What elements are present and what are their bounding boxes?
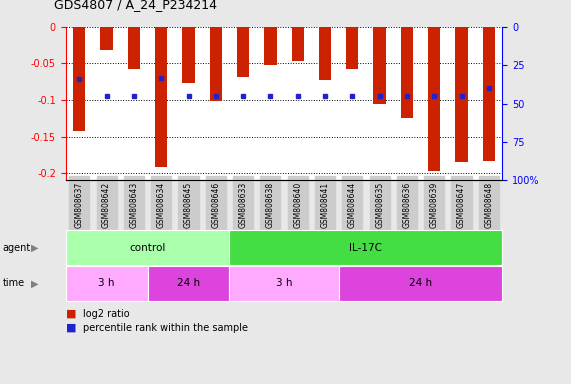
Bar — [155, 27, 167, 167]
Text: 24 h: 24 h — [177, 278, 200, 288]
Text: ■: ■ — [66, 309, 76, 319]
Bar — [210, 27, 222, 101]
Text: 3 h: 3 h — [98, 278, 115, 288]
Bar — [346, 27, 359, 69]
Text: log2 ratio: log2 ratio — [83, 309, 130, 319]
Text: percentile rank within the sample: percentile rank within the sample — [83, 323, 248, 333]
Text: 24 h: 24 h — [409, 278, 432, 288]
Text: ■: ■ — [66, 323, 76, 333]
Bar — [100, 27, 112, 50]
Text: agent: agent — [3, 243, 31, 253]
Bar — [128, 27, 140, 69]
Text: 3 h: 3 h — [276, 278, 292, 288]
Bar — [264, 27, 276, 65]
Text: ▶: ▶ — [31, 278, 39, 288]
Bar — [373, 27, 386, 104]
Bar — [401, 27, 413, 118]
Bar — [319, 27, 331, 80]
Bar — [482, 27, 495, 161]
Bar — [428, 27, 440, 171]
Bar — [73, 27, 86, 131]
Bar — [456, 27, 468, 162]
Bar — [237, 27, 250, 77]
Bar — [292, 27, 304, 61]
Text: GDS4807 / A_24_P234214: GDS4807 / A_24_P234214 — [54, 0, 217, 12]
Text: control: control — [130, 243, 166, 253]
Text: time: time — [3, 278, 25, 288]
Text: IL-17C: IL-17C — [349, 243, 383, 253]
Text: ▶: ▶ — [31, 243, 39, 253]
Bar — [182, 27, 195, 83]
